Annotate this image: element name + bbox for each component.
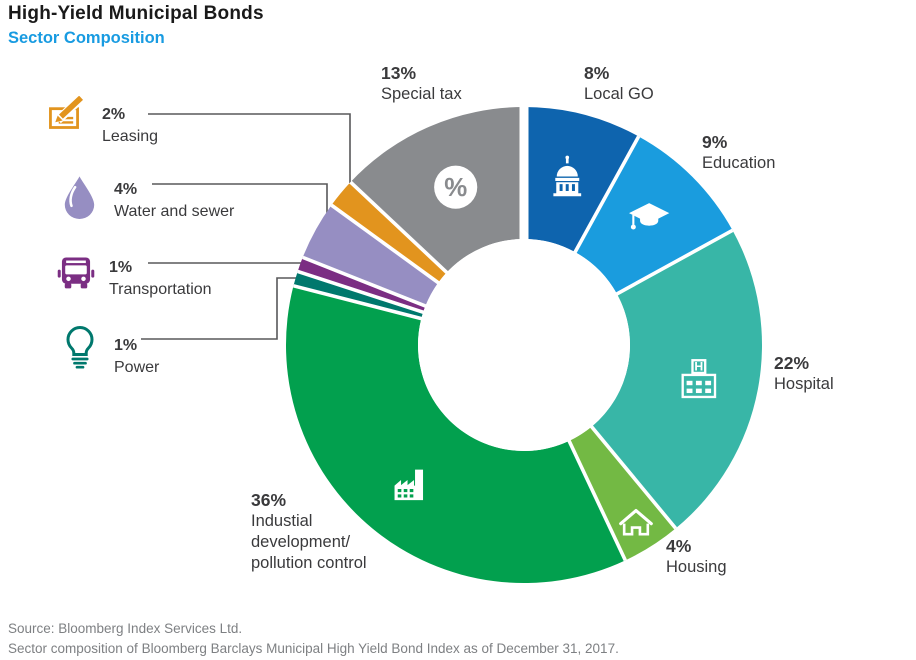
legend-item-leasing: 2% Leasing — [44, 96, 158, 147]
housing-name: Housing — [666, 558, 727, 576]
leasing-pct: 2% — [102, 106, 126, 123]
education-name: Education — [702, 154, 776, 172]
power-pct: 1% — [114, 337, 138, 354]
percent-icon — [434, 165, 478, 209]
lightbulb-icon — [56, 318, 104, 374]
hospital-name: Hospital — [774, 375, 834, 393]
slice-industrial — [286, 285, 626, 583]
legend-item-transportation: 1% Transportation — [44, 249, 212, 300]
bus-icon — [51, 249, 101, 294]
slice-transportation — [297, 257, 426, 313]
special-tax-name: Special tax — [381, 85, 462, 103]
label-hospital: 22% Hospital — [774, 352, 834, 395]
slice-local-go — [524, 107, 639, 253]
page-title: High-Yield Municipal Bonds — [8, 3, 264, 24]
water-and-sewer-name: Water and sewer — [114, 203, 235, 220]
industrial-name: Industial development/ pollution control — [251, 512, 367, 572]
callout-line-power — [141, 277, 298, 340]
donut-hole — [418, 239, 630, 451]
source-line-1: Source: Bloomberg Index Services Ltd. — [8, 621, 243, 636]
source-line-2: Sector composition of Bloomberg Barclays… — [8, 641, 619, 656]
slice-water-sewer — [302, 205, 439, 306]
label-local-go: 8% Local GO — [584, 62, 654, 105]
chart-subtitle: Sector Composition — [8, 29, 165, 47]
local-go-pct: 8% — [584, 63, 610, 83]
leasing-name: Leasing — [102, 128, 159, 145]
special-tax-pct: 13% — [381, 63, 417, 83]
label-special-tax: 13% Special tax — [381, 62, 462, 105]
legend-item-power: 1% Power — [44, 318, 159, 379]
label-industrial: 36% Industial development/ pollution con… — [251, 489, 421, 574]
callout-line-leasing — [148, 113, 351, 183]
slice-leasing — [331, 182, 447, 283]
local-go-name: Local GO — [584, 85, 654, 103]
slice-hospital — [591, 230, 763, 529]
source-note: Source: Bloomberg Index Services Ltd. Se… — [8, 619, 619, 659]
legend-item-water-and-sewer: 4% Water and sewer — [44, 170, 234, 227]
hospital-pct: 22% — [774, 353, 810, 373]
water-and-sewer-pct: 4% — [114, 181, 138, 198]
power-name: Power — [114, 359, 160, 376]
housing-pct: 4% — [666, 536, 692, 556]
transportation-pct: 1% — [109, 259, 133, 276]
slice-power — [293, 271, 424, 319]
callout-lines — [141, 113, 351, 340]
industrial-pct: 36% — [251, 490, 287, 510]
contract-icon — [44, 96, 91, 138]
callout-line-water-and-sewer — [152, 183, 328, 216]
transportation-name: Transportation — [109, 281, 212, 298]
education-pct: 9% — [702, 132, 728, 152]
label-education: 9% Education — [702, 131, 775, 174]
water-drop-icon — [56, 170, 103, 222]
label-housing: 4% Housing — [666, 535, 727, 578]
